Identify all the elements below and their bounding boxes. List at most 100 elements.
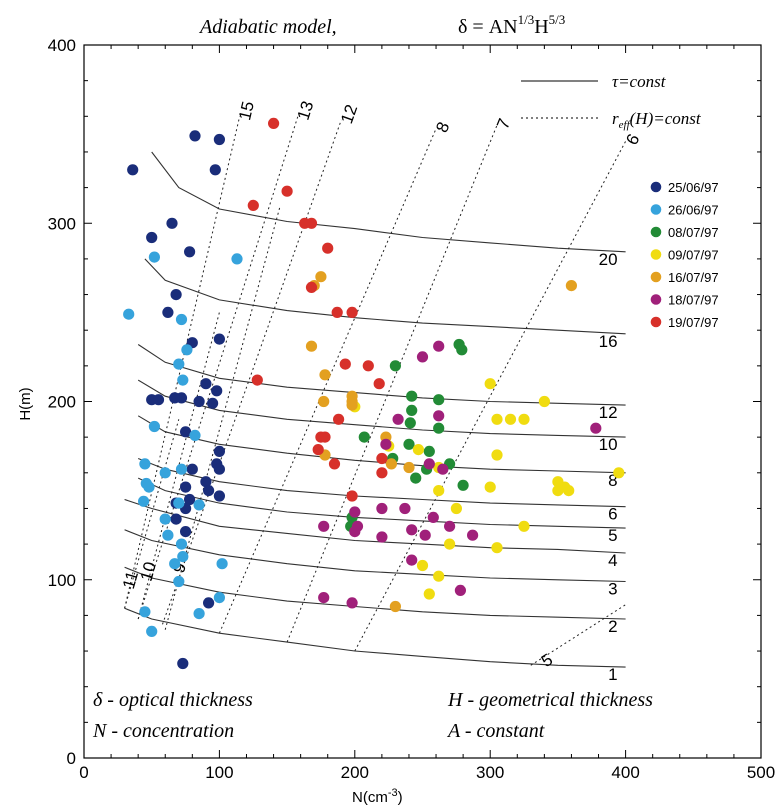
solid-line-label: τ=const bbox=[612, 72, 667, 91]
data-point-19-07-97 bbox=[376, 467, 388, 479]
data-point-18-07-97 bbox=[399, 502, 411, 515]
data-point-26-06-97 bbox=[148, 251, 160, 263]
data-point-16-07-97 bbox=[385, 458, 397, 470]
x-tick-label: 300 bbox=[476, 763, 504, 782]
data-point-08-07-97 bbox=[389, 360, 401, 372]
data-point-25-06-97 bbox=[170, 289, 182, 301]
tau-curve-label: 10 bbox=[599, 435, 618, 454]
data-point-19-07-97 bbox=[268, 117, 280, 129]
chart-title-formula: δ = AN1/3H5/3 bbox=[458, 12, 565, 38]
reff-line-6 bbox=[354, 141, 627, 652]
data-point-18-07-97 bbox=[376, 502, 388, 515]
data-point-18-07-97 bbox=[406, 524, 418, 536]
reff-line-9 bbox=[164, 205, 281, 630]
data-point-26-06-97 bbox=[173, 358, 185, 370]
note-delta: δ - optical thickness bbox=[93, 689, 253, 711]
data-point-26-06-97 bbox=[175, 538, 188, 550]
tau-curve-label: 8 bbox=[608, 471, 617, 490]
data-point-09-07-97 bbox=[538, 395, 551, 408]
legend-label: 18/07/97 bbox=[668, 293, 719, 308]
data-point-25-06-97 bbox=[193, 395, 205, 408]
data-point-26-06-97 bbox=[193, 499, 205, 511]
data-point-09-07-97 bbox=[444, 538, 456, 550]
legend-marker bbox=[650, 294, 662, 305]
reff-line-5 bbox=[530, 604, 626, 666]
data-point-16-07-97 bbox=[319, 369, 331, 381]
data-point-16-07-97 bbox=[403, 461, 415, 474]
data-point-25-06-97 bbox=[213, 133, 225, 146]
data-point-26-06-97 bbox=[213, 592, 225, 604]
data-point-19-07-97 bbox=[331, 306, 343, 318]
data-point-16-07-97 bbox=[315, 271, 327, 283]
data-point-26-06-97 bbox=[139, 606, 151, 618]
data-point-25-06-97 bbox=[213, 490, 225, 502]
data-point-08-07-97 bbox=[410, 472, 422, 484]
data-point-19-07-97 bbox=[333, 413, 345, 425]
data-point-19-07-97 bbox=[362, 360, 374, 372]
legend-label: 19/07/97 bbox=[668, 315, 719, 330]
x-axis-label: N(cm-3) bbox=[352, 787, 403, 806]
tau-curve-label: 5 bbox=[608, 526, 617, 545]
data-point-09-07-97 bbox=[563, 485, 575, 497]
tau-curve-label: 1 bbox=[608, 665, 617, 684]
data-point-19-07-97 bbox=[373, 378, 385, 390]
data-point-25-06-97 bbox=[200, 378, 212, 390]
data-point-08-07-97 bbox=[406, 390, 418, 402]
y-tick-label: 300 bbox=[48, 214, 76, 233]
data-point-25-06-97 bbox=[209, 164, 221, 176]
reff-line-label: 13 bbox=[294, 99, 318, 123]
legend-marker bbox=[650, 226, 662, 238]
data-point-26-06-97 bbox=[231, 253, 243, 265]
data-point-26-06-97 bbox=[159, 513, 171, 525]
legend-marker bbox=[650, 181, 662, 193]
data-point-16-07-97 bbox=[318, 395, 330, 408]
reff-line-label: 15 bbox=[235, 99, 258, 122]
dotted-line-label: reff(H)=const bbox=[612, 109, 702, 131]
data-point-08-07-97 bbox=[404, 417, 416, 429]
data-point-08-07-97 bbox=[423, 445, 435, 457]
data-point-25-06-97 bbox=[211, 385, 223, 397]
data-point-18-07-97 bbox=[454, 584, 466, 597]
tau-curve-label: 4 bbox=[608, 551, 617, 570]
data-point-26-06-97 bbox=[181, 344, 193, 356]
data-point-25-06-97 bbox=[180, 526, 192, 538]
data-point-09-07-97 bbox=[491, 542, 503, 554]
data-point-26-06-97 bbox=[123, 308, 135, 320]
data-point-19-07-97 bbox=[376, 452, 388, 465]
legend: 25/06/97 26/06/97 08/07/97 09/07/97 16/07/97… bbox=[650, 180, 719, 330]
data-point-26-06-97 bbox=[216, 558, 228, 570]
legend-marker bbox=[650, 271, 662, 283]
data-point-26-06-97 bbox=[193, 608, 205, 620]
tau-curve-label: 12 bbox=[599, 403, 618, 422]
data-point-26-06-97 bbox=[173, 575, 185, 588]
data-point-19-07-97 bbox=[346, 306, 358, 318]
tau-curve-12 bbox=[137, 344, 626, 406]
reff-line-label: 7 bbox=[493, 116, 514, 132]
reff-line-label: 11 bbox=[119, 569, 142, 591]
data-point-08-07-97 bbox=[457, 479, 469, 491]
data-point-26-06-97 bbox=[148, 420, 160, 433]
reff-line-label: 5 bbox=[538, 650, 556, 671]
data-point-08-07-97 bbox=[433, 394, 445, 406]
data-point-19-07-97 bbox=[281, 185, 293, 197]
reff-line-15 bbox=[124, 116, 241, 609]
data-point-26-06-97 bbox=[139, 458, 151, 470]
data-point-25-06-97 bbox=[152, 394, 165, 406]
data-point-09-07-97 bbox=[484, 481, 496, 493]
data-point-08-07-97 bbox=[433, 422, 445, 434]
data-point-09-07-97 bbox=[450, 502, 462, 515]
data-point-26-06-97 bbox=[175, 463, 188, 475]
data-point-26-06-97 bbox=[189, 429, 201, 441]
data-point-16-07-97 bbox=[389, 600, 401, 613]
data-point-19-07-97 bbox=[305, 217, 318, 229]
y-tick-label: 0 bbox=[67, 749, 76, 768]
data-point-18-07-97 bbox=[351, 520, 364, 532]
reff-line-label: 8 bbox=[432, 119, 453, 135]
data-point-19-07-97 bbox=[346, 490, 358, 502]
data-point-25-06-97 bbox=[186, 463, 198, 475]
data-point-08-07-97 bbox=[406, 404, 418, 416]
data-point-25-06-97 bbox=[203, 597, 215, 609]
reff-line-12 bbox=[162, 119, 342, 625]
y-tick-label: 100 bbox=[48, 571, 76, 590]
data-point-18-07-97 bbox=[433, 340, 445, 352]
